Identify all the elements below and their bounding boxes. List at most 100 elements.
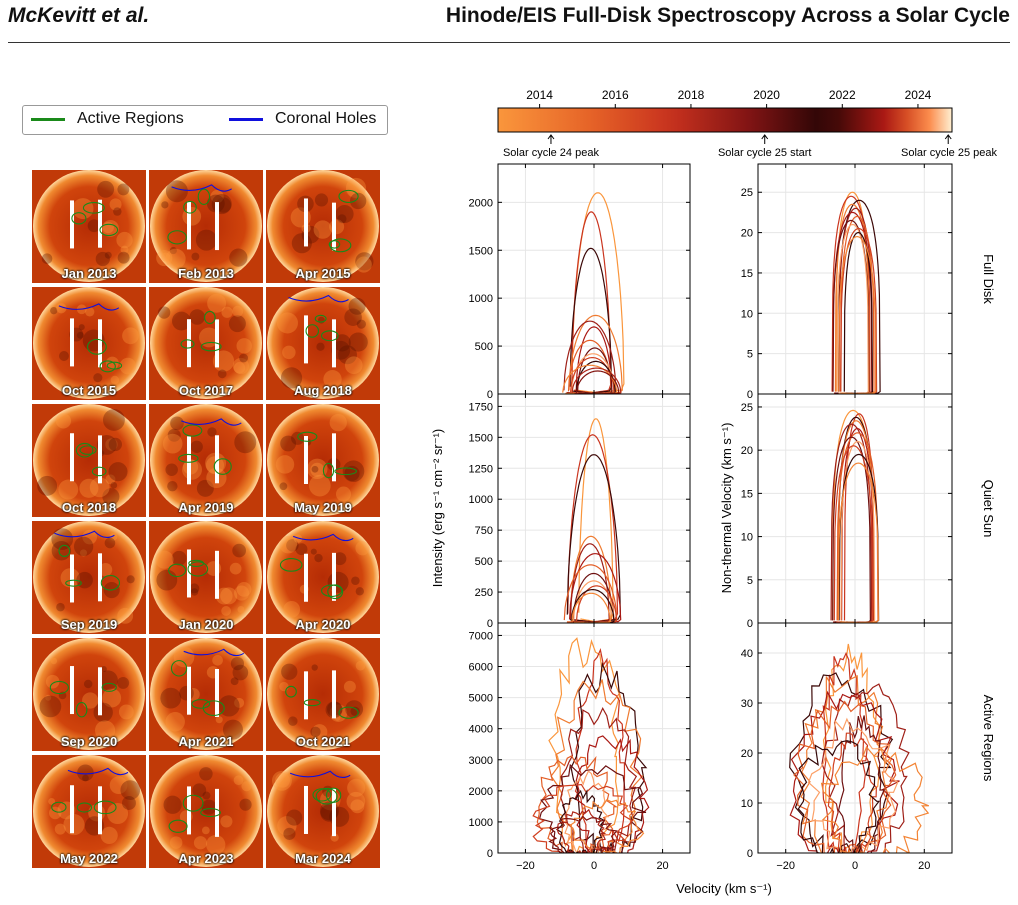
solar-disk-tile: Feb 2013: [149, 170, 263, 283]
solar-disk-image: [32, 755, 146, 868]
solar-disk-tile: May 2022: [32, 755, 146, 868]
y-tick-label: 10: [741, 308, 753, 320]
y-tick-label: 4000: [469, 724, 493, 736]
profile-curve: [550, 679, 644, 853]
legend-label-active-regions: Active Regions: [77, 110, 184, 127]
x-tick-label: 0: [591, 860, 597, 872]
y-tick-label: 0: [747, 848, 753, 860]
solar-disk-tile: Sep 2019: [32, 521, 146, 634]
solar-disk-date-label: Feb 2013: [178, 266, 234, 281]
solar-disk-tile: Aug 2018: [266, 287, 380, 400]
legend-label-coronal-holes: Coronal Holes: [275, 110, 377, 127]
solar-disk-date-label: Oct 2021: [295, 734, 351, 749]
y-tick-label: 0: [747, 389, 753, 401]
y-tick-label: 15: [741, 488, 753, 500]
y-tick-label: 3000: [469, 755, 493, 767]
x-axis-label: Velocity (km s⁻¹): [676, 881, 772, 896]
y-tick-label: 7000: [469, 630, 493, 642]
profile-curve: [822, 643, 880, 853]
x-tick-label: −20: [776, 860, 795, 872]
solar-disk-image: [266, 521, 380, 634]
profile-curve: [564, 770, 610, 853]
colorbar-marker-arrow: [761, 134, 769, 144]
y-tick-label: 5: [747, 349, 753, 361]
colorbar-marker-label: Solar cycle 24 peak: [503, 147, 599, 159]
solar-disk-tile: Apr 2023: [149, 755, 263, 868]
header-rule: [8, 42, 1010, 43]
solar-disk-image: [266, 755, 380, 868]
solar-disk-tile: Apr 2015: [266, 170, 380, 283]
solar-disk-date-label: Aug 2018: [294, 383, 352, 398]
y-tick-label: 0: [487, 848, 493, 860]
profile-curve: [574, 648, 626, 853]
y-axis-label-intensity: Intensity (erg s⁻¹ cm⁻² sr⁻¹): [430, 429, 445, 588]
y-tick-label: 1250: [469, 463, 493, 475]
row-label: Quiet Sun: [981, 480, 996, 538]
colorbar-marker-label: Solar cycle 25 start: [718, 147, 812, 159]
solar-disk-image: [266, 287, 380, 400]
y-tick-label: 250: [475, 587, 493, 599]
profile-curve: [566, 454, 622, 623]
x-tick-label: −20: [516, 860, 535, 872]
solar-disk-image: [149, 638, 263, 751]
profile-curve: [569, 247, 613, 394]
colorbar-tick-label: 2016: [602, 88, 629, 102]
header-title: Hinode/EIS Full-Disk Spectroscopy Across…: [445, 4, 1010, 27]
solar-disk-tile: Sep 2020: [32, 638, 146, 751]
y-tick-label: 1500: [469, 432, 493, 444]
y-axis-label-nonthermal: Non-thermal Velocity (km s⁻¹): [719, 423, 734, 594]
legend-item-active-regions: Active Regions: [31, 110, 184, 128]
profile-curve: [548, 815, 618, 853]
solar-disk-tile: Oct 2015: [32, 287, 146, 400]
solar-disk-date-label: Jan 2020: [178, 617, 234, 632]
colorbar-tick-label: 2022: [829, 88, 856, 102]
solar-disk-image: [266, 404, 380, 517]
profile-curve: [789, 690, 900, 853]
profile-curve: [827, 732, 878, 853]
colorbar-tick-label: 2018: [678, 88, 705, 102]
y-tick-label: 20: [741, 445, 753, 457]
panel-active-regions-intensity: 0 1000 2000 3000 4000 5000 6000 7000 −20 0 20: [469, 622, 691, 872]
solar-disk-image: [266, 638, 380, 751]
profile-curve: [567, 339, 613, 394]
y-tick-label: 1750: [469, 401, 493, 413]
colorbar-tick-label: 2014: [526, 88, 553, 102]
solar-disk-image: [149, 755, 263, 868]
y-tick-label: 1500: [469, 245, 493, 257]
solar-disk-image: [32, 638, 146, 751]
profile-curve: [841, 428, 874, 623]
y-tick-label: 5: [747, 575, 753, 587]
profile-curve: [560, 706, 638, 853]
solar-disk-date-label: May 2022: [60, 851, 118, 866]
y-tick-label: 30: [741, 698, 753, 710]
y-tick-label: 2000: [469, 786, 493, 798]
profile-curve: [837, 715, 886, 853]
solar-disk-date-label: Jan 2013: [61, 266, 117, 281]
profile-curve: [538, 763, 647, 853]
panel-active-regions-nonthermal: 0 10 20 30 40 −20 0 20: [741, 622, 953, 872]
solar-disk-tile: Oct 2017: [149, 287, 263, 400]
solar-disk-tile: Oct 2021: [266, 638, 380, 751]
solar-disk-image: [32, 170, 146, 283]
colorbar: [497, 107, 953, 133]
y-tick-label: 20: [741, 748, 753, 760]
y-tick-label: 20: [741, 228, 753, 240]
solar-disk-tile: May 2019: [266, 404, 380, 517]
solar-disk-date-label: Sep 2019: [60, 617, 118, 632]
panel-quiet-sun-nonthermal: 0 5 10 15 20 25: [741, 393, 953, 630]
x-tick-label: 20: [918, 860, 930, 872]
y-tick-label: 1000: [469, 494, 493, 506]
profile-curve: [569, 798, 645, 853]
solar-disk-date-label: Apr 2021: [178, 734, 234, 749]
solar-disk-date-label: Sep 2020: [60, 734, 118, 749]
x-tick-label: 0: [852, 860, 858, 872]
profile-curve: [822, 652, 869, 853]
profile-curve: [548, 637, 621, 853]
legend-item-coronal-holes: Coronal Holes: [229, 110, 376, 128]
x-tick-label: 20: [656, 860, 668, 872]
solar-disk-image: [149, 521, 263, 634]
profile-curve: [797, 740, 881, 853]
solar-disk-tile: Jan 2013: [32, 170, 146, 283]
y-tick-label: 0: [747, 618, 753, 630]
